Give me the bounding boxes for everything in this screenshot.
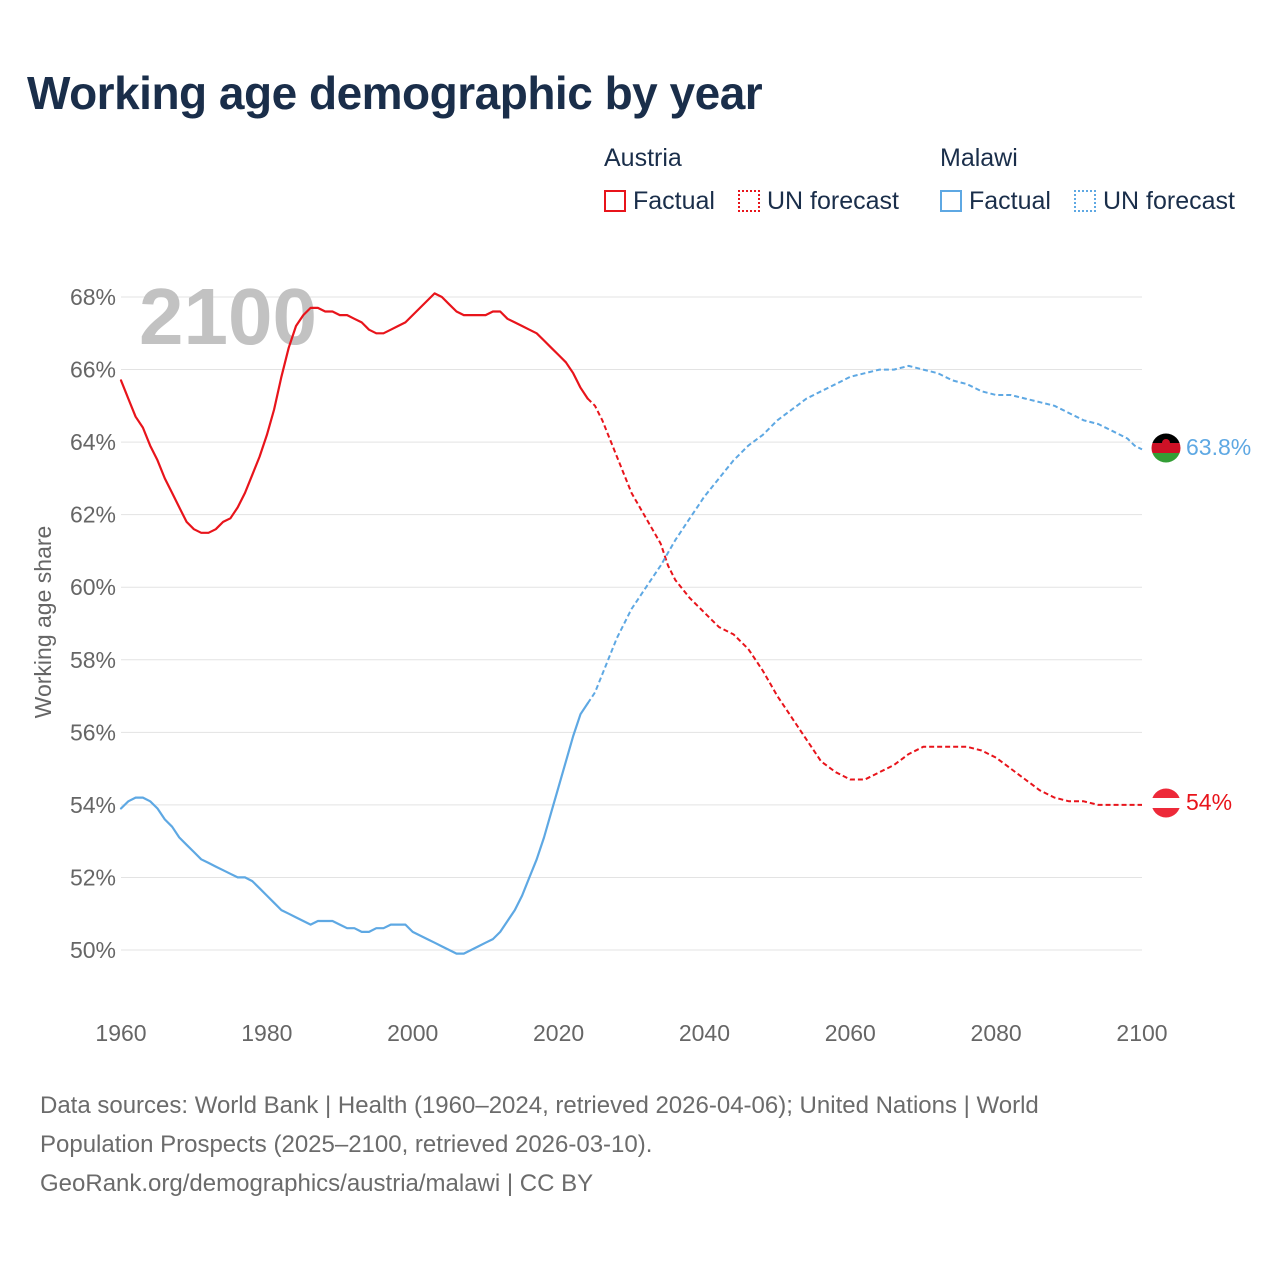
- y-axis-ticks: 50% 52% 54% 56% 58% 60% 62% 64% 66% 68%: [70, 284, 116, 963]
- legend-solid-swatch-icon: [604, 190, 626, 212]
- end-label-austria: 54%: [1186, 789, 1232, 815]
- x-tick-label: 1960: [95, 1020, 146, 1046]
- legend-austria-factual-label: Factual: [633, 186, 715, 215]
- year-watermark: 2100: [139, 272, 317, 361]
- x-tick-label: 1980: [241, 1020, 292, 1046]
- legend-malawi-title: Malawi: [940, 144, 1018, 172]
- austria-flag-icon: [1151, 788, 1181, 818]
- x-tick-label: 2100: [1116, 1020, 1167, 1046]
- y-tick-label: 54%: [70, 792, 116, 818]
- y-tick-label: 56%: [70, 719, 116, 745]
- x-tick-label: 2060: [825, 1020, 876, 1046]
- legend-malawi-forecast-label: UN forecast: [1103, 186, 1235, 215]
- y-tick-label: 50%: [70, 937, 116, 963]
- y-tick-label: 62%: [70, 502, 116, 528]
- footer-sources: Data sources: World Bank | Health (1960–…: [40, 1086, 1240, 1203]
- x-tick-label: 2080: [971, 1020, 1022, 1046]
- legend-dotted-swatch-icon: [738, 190, 760, 212]
- series-line-malawi-forecast[interactable]: [586, 364, 1143, 704]
- legend-austria-forecast[interactable]: UN forecast: [738, 186, 899, 216]
- chart-title: Working age demographic by year: [27, 67, 763, 119]
- y-tick-label: 52%: [70, 864, 116, 890]
- legend-malawi-factual[interactable]: Factual: [940, 186, 1051, 216]
- legend-malawi-forecast[interactable]: UN forecast: [1074, 186, 1235, 216]
- legend-solid-swatch-icon: [940, 190, 962, 212]
- legend-austria-forecast-label: UN forecast: [767, 186, 899, 215]
- y-tick-label: 68%: [70, 284, 116, 310]
- x-tick-label: 2000: [387, 1020, 438, 1046]
- footer-line: Population Prospects (2025–2100, retriev…: [40, 1131, 653, 1158]
- y-tick-label: 66%: [70, 357, 116, 383]
- y-axis-label: Working age share: [30, 526, 56, 719]
- legend-dotted-swatch-icon: [1074, 190, 1096, 212]
- series-lines: [119, 292, 1143, 955]
- series-line-austria-factual[interactable]: [119, 292, 589, 534]
- x-tick-label: 2040: [679, 1020, 730, 1046]
- y-tick-label: 60%: [70, 574, 116, 600]
- end-label-malawi: 63.8%: [1186, 434, 1251, 460]
- legend-austria-title: Austria: [604, 144, 682, 172]
- legend-malawi-factual-label: Factual: [969, 186, 1051, 215]
- y-tick-label: 64%: [70, 429, 116, 455]
- y-tick-label: 58%: [70, 647, 116, 673]
- grid-lines: [121, 296, 1142, 951]
- line-chart: 50% 52% 54% 56% 58% 60% 62% 64% 66% 68% 1960 1980 2…: [30, 272, 1251, 1046]
- footer-line[interactable]: GeoRank.org/demographics/austria/malawi …: [40, 1170, 594, 1197]
- malawi-flag-icon: [1151, 433, 1181, 463]
- series-line-austria-forecast[interactable]: [586, 397, 1142, 806]
- footer-line: Data sources: World Bank | Health (1960–…: [40, 1092, 1039, 1119]
- legend-austria-factual[interactable]: Factual: [604, 186, 715, 216]
- series-line-malawi-factual[interactable]: [119, 702, 589, 955]
- x-tick-label: 2020: [533, 1020, 584, 1046]
- x-axis-ticks: 1960 1980 2000 2020 2040 2060 2080 2100: [95, 1020, 1167, 1046]
